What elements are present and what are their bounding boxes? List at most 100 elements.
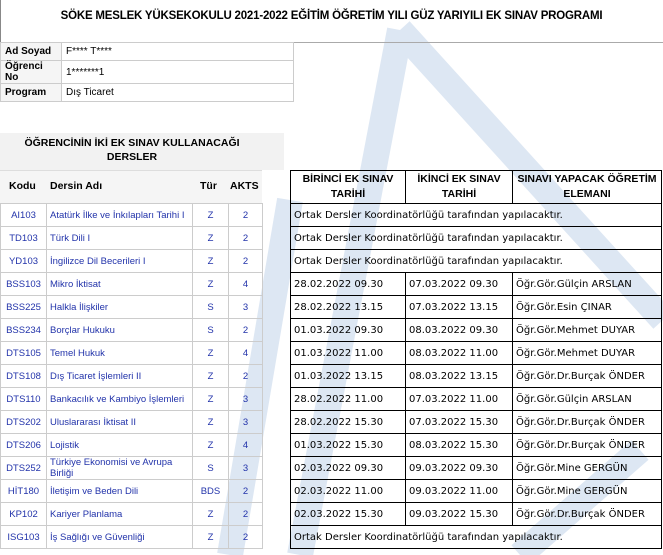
- course-code: DTS108: [0, 364, 47, 388]
- first-exam-date: 28.02.2022 11.00: [290, 387, 406, 411]
- exam-row: 01.03.2022 13.15 08.03.2022 13.15 Öğr.Gör.…: [290, 364, 662, 388]
- course-type: Z: [192, 341, 229, 365]
- info-label: Öğrenci No: [0, 60, 62, 84]
- course-name: İletişim ve Beden Dili: [46, 479, 193, 503]
- exam-row: 28.02.2022 11.00 07.03.2022 11.00 Öğr.Gör.…: [290, 387, 662, 411]
- course-ects: 3: [228, 456, 263, 480]
- instructor-name: Öğr.Gör.Mine GERGÜN: [512, 456, 662, 480]
- exam-row: 28.02.2022 09.30 07.03.2022 09.30 Öğr.Gör.…: [290, 272, 662, 296]
- course-name: Halkla İlişkiler: [46, 295, 193, 319]
- course-ects: 2: [228, 203, 263, 227]
- course-name: Türk Dili I: [46, 226, 193, 250]
- course-ects: 2: [228, 318, 263, 342]
- course-code: BSS103: [0, 272, 47, 296]
- course-row: AI103 Atatürk İlke ve İnkılapları Tarihi …: [0, 203, 263, 227]
- course-code: AI103: [0, 203, 47, 227]
- exam-row: 02.03.2022 11.00 09.03.2022 11.00 Öğr.Gör.…: [290, 479, 662, 503]
- first-exam-date: 01.03.2022 09.30: [290, 318, 406, 342]
- info-value: F**** T****: [61, 42, 294, 61]
- page-title: SÖKE MESLEK YÜKSEKOKULU 2021-2022 EĞİTİM…: [60, 10, 603, 22]
- info-label: Ad Soyad: [0, 42, 62, 61]
- course-ects: 2: [228, 525, 263, 549]
- second-exam-date: 09.03.2022 15.30: [405, 502, 513, 526]
- course-name: Borçlar Hukuku: [46, 318, 193, 342]
- exam-row: 02.03.2022 15.30 09.03.2022 15.30 Öğr.Gör.…: [290, 502, 662, 526]
- divider: [0, 42, 663, 43]
- course-row: DTS110 Bankacılık ve Kambiyo İşlemleri Z 3: [0, 387, 263, 411]
- col-first-exam: BİRİNCİ EK SINAV TARİHİ: [290, 170, 406, 204]
- course-row: DTS108 Dış Ticaret İşlemleri II Z 2: [0, 364, 263, 388]
- course-row: DTS206 Lojistik Z 4: [0, 433, 263, 457]
- student-info-table: Ad Soyad F**** T**** Öğrenci No 1*******1 …: [0, 42, 294, 102]
- second-exam-date: 07.03.2022 09.30: [405, 272, 513, 296]
- course-code: DTS202: [0, 410, 47, 434]
- course-ects: 2: [228, 479, 263, 503]
- course-row: BSS103 Mikro İktisat Z 4: [0, 272, 263, 296]
- course-row: BSS225 Halkla İlişkiler S 3: [0, 295, 263, 319]
- first-exam-date: 01.03.2022 11.00: [290, 341, 406, 365]
- course-row: BSS234 Borçlar Hukuku S 2: [0, 318, 263, 342]
- instructor-name: Öğr.Gör.Mehmet DUYAR: [512, 318, 662, 342]
- course-type: S: [192, 456, 229, 480]
- course-name: Mikro İktisat: [46, 272, 193, 296]
- course-name: Uluslararası İktisat II: [46, 410, 193, 434]
- second-exam-date: 09.03.2022 09.30: [405, 456, 513, 480]
- exam-row: Ortak Dersler Koordinatörlüğü tarafından…: [290, 203, 662, 227]
- course-code: DTS206: [0, 433, 47, 457]
- course-row: DTS202 Uluslararası İktisat II Z 3: [0, 410, 263, 434]
- second-exam-date: 07.03.2022 13.15: [405, 295, 513, 319]
- course-type: S: [192, 318, 229, 342]
- course-name: Temel Hukuk: [46, 341, 193, 365]
- course-ects: 3: [228, 410, 263, 434]
- course-ects: 4: [228, 433, 263, 457]
- course-type: Z: [192, 272, 229, 296]
- course-row: DTS252 Türkiye Ekonomisi ve Avrupa Birliğ…: [0, 456, 263, 480]
- course-type: BDS: [192, 479, 229, 503]
- course-code: TD103: [0, 226, 47, 250]
- info-row: Öğrenci No 1*******1: [0, 60, 294, 84]
- course-row: KP102 Kariyer Planlama Z 2: [0, 502, 263, 526]
- coordinator-note: Ortak Dersler Koordinatörlüğü tarafından…: [290, 525, 662, 549]
- course-name: Kariyer Planlama: [46, 502, 193, 526]
- second-exam-date: 08.03.2022 09.30: [405, 318, 513, 342]
- course-ects: 4: [228, 272, 263, 296]
- first-exam-date: 02.03.2022 09.30: [290, 456, 406, 480]
- course-name: Türkiye Ekonomisi ve Avrupa Birliği: [46, 456, 193, 480]
- instructor-name: Öğr.Gör.Dr.Burçak ÖNDER: [512, 433, 662, 457]
- exam-row: 01.03.2022 15.30 08.03.2022 15.30 Öğr.Gör.…: [290, 433, 662, 457]
- course-ects: 2: [228, 249, 263, 273]
- course-code: DTS252: [0, 456, 47, 480]
- exam-row: 01.03.2022 09.30 08.03.2022 09.30 Öğr.Gör.…: [290, 318, 662, 342]
- second-exam-date: 08.03.2022 15.30: [405, 433, 513, 457]
- first-exam-date: 28.02.2022 15.30: [290, 410, 406, 434]
- col-second-exam: İKİNCİ EK SINAV TARİHİ: [405, 170, 513, 204]
- info-value: Dış Ticaret: [61, 83, 294, 102]
- second-exam-date: 08.03.2022 13.15: [405, 364, 513, 388]
- frame-border: [0, 0, 1, 42]
- course-type: Z: [192, 433, 229, 457]
- course-type: Z: [192, 525, 229, 549]
- first-exam-date: 01.03.2022 15.30: [290, 433, 406, 457]
- course-ects: 2: [228, 364, 263, 388]
- course-ects: 4: [228, 341, 263, 365]
- first-exam-date: 01.03.2022 13.15: [290, 364, 406, 388]
- exam-row: 02.03.2022 09.30 09.03.2022 09.30 Öğr.Gör.…: [290, 456, 662, 480]
- info-row: Ad Soyad F**** T****: [0, 42, 294, 61]
- course-code: YD103: [0, 249, 47, 273]
- course-row: ISG103 İş Sağlığı ve Güvenliği Z 2: [0, 525, 263, 549]
- exam-row: 28.02.2022 13.15 07.03.2022 13.15 Öğr.Gör.…: [290, 295, 662, 319]
- instructor-name: Öğr.Gör.Gülçin ARSLAN: [512, 387, 662, 411]
- first-exam-date: 02.03.2022 15.30: [290, 502, 406, 526]
- course-ects: 3: [228, 295, 263, 319]
- info-label: Program: [0, 83, 62, 102]
- course-type: Z: [192, 410, 229, 434]
- courses-table: AI103 Atatürk İlke ve İnkılapları Tarihi …: [0, 203, 263, 549]
- instructor-name: Öğr.Gör.Dr.Burçak ÖNDER: [512, 502, 662, 526]
- col-name: Dersin Adı: [50, 180, 103, 192]
- course-name: Bankacılık ve Kambiyo İşlemleri: [46, 387, 193, 411]
- first-exam-date: 28.02.2022 09.30: [290, 272, 406, 296]
- exam-row: 28.02.2022 15.30 07.03.2022 15.30 Öğr.Gör.…: [290, 410, 662, 434]
- course-code: HİT180: [0, 479, 47, 503]
- course-name: Lojistik: [46, 433, 193, 457]
